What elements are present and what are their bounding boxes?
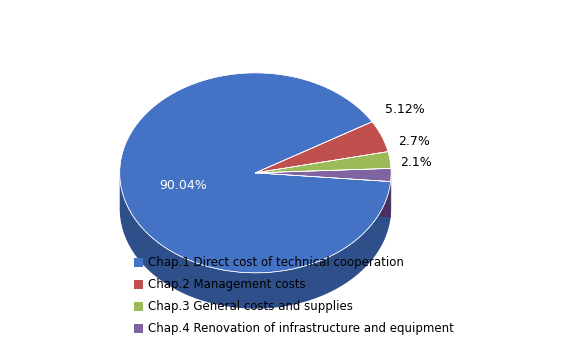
Text: 2.1%: 2.1% bbox=[400, 156, 432, 168]
Polygon shape bbox=[120, 73, 391, 273]
Polygon shape bbox=[256, 173, 391, 217]
Bar bbox=[134, 280, 143, 289]
Bar bbox=[134, 302, 143, 311]
Polygon shape bbox=[256, 122, 388, 173]
Polygon shape bbox=[256, 152, 391, 173]
Text: 2.7%: 2.7% bbox=[398, 135, 430, 148]
Bar bbox=[134, 258, 143, 267]
Text: 90.04%: 90.04% bbox=[159, 179, 207, 192]
Polygon shape bbox=[256, 168, 391, 181]
Text: Chap.2 Management costs: Chap.2 Management costs bbox=[148, 278, 306, 291]
Text: Chap.1 Direct cost of technical cooperation: Chap.1 Direct cost of technical cooperat… bbox=[148, 256, 404, 269]
Polygon shape bbox=[120, 175, 391, 309]
Text: 5.12%: 5.12% bbox=[385, 103, 424, 116]
Bar bbox=[134, 324, 143, 333]
Text: Chap.4 Renovation of infrastructure and equipment: Chap.4 Renovation of infrastructure and … bbox=[148, 322, 454, 335]
Text: Chap.3 General costs and supplies: Chap.3 General costs and supplies bbox=[148, 300, 353, 313]
Polygon shape bbox=[256, 173, 391, 217]
